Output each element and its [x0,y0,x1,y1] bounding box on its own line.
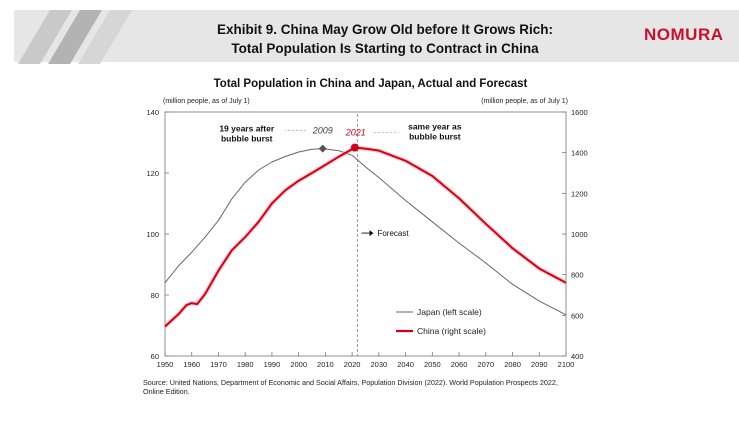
x-tick-label: 2000 [290,360,307,369]
left-tick-label: 80 [151,291,159,300]
china-annotation-line-1: same year as [408,122,462,132]
stripe-2 [48,10,102,64]
header-band [14,10,739,62]
left-tick-label: 60 [151,352,159,361]
right-tick-label: 1600 [571,108,588,117]
right-tick-label: 800 [571,271,584,280]
x-tick-label: 2060 [451,360,468,369]
x-tick-label: 2100 [558,360,575,369]
china-peak-marker [350,143,359,152]
exhibit-title-line-2: Total Population Is Starting to Contract… [231,41,539,56]
right-tick-label: 400 [571,352,584,361]
china-peak-year: 2021 [345,128,366,138]
x-tick-label: 2070 [477,360,494,369]
left-axis-unit: (million people, as of July 1) [163,98,250,105]
x-tick-label: 1970 [210,360,227,369]
brand-logo: NOMURA [644,25,724,44]
x-tick-label: 1980 [237,360,254,369]
left-tick-label: 100 [146,230,159,239]
japan-peak-year: 2009 [312,126,333,136]
china-line-glow [163,145,568,329]
chart-title: Total Population in China and Japan, Act… [214,78,528,90]
x-tick-label: 2010 [317,360,334,369]
stripe-logo-graphic [18,10,132,64]
stripe-1 [18,10,72,64]
japan-annotation-line-1: 19 years after [219,124,275,134]
source-line-2: Online Edition. [143,387,190,396]
header-banner: Exhibit 9. China May Grow Old before It … [0,0,739,67]
forecast-label: Forecast [377,229,409,238]
stripe-3 [78,10,132,64]
x-tick-label: 2090 [531,360,548,369]
china-line [164,146,567,328]
source-note: Source: United Nations, Department of Ec… [143,378,603,396]
legend-japan-label: Japan (left scale) [417,307,482,317]
x-tick-label: 2040 [397,360,414,369]
x-tick-label: 2050 [424,360,441,369]
exhibit-title-line-1: Exhibit 9. China May Grow Old before It … [216,22,554,37]
right-axis-unit: (million people, as of July 1) [481,98,568,105]
japan-annotation-line-2: bubble burst [221,134,273,144]
source-line-1: Source: United Nations, Department of Ec… [143,378,558,387]
japan-line [164,148,567,316]
japan-peak-marker [318,144,327,153]
x-tick-label: 1960 [183,360,200,369]
left-tick-label: 140 [146,108,159,117]
x-tick-label: 2020 [344,360,361,369]
left-tick-label: 120 [146,169,159,178]
right-tick-label: 600 [571,311,584,320]
x-tick-label: 1990 [264,360,281,369]
exhibit-title: Exhibit 9. China May Grow Old before It … [150,20,620,58]
x-tick-label: 2030 [371,360,388,369]
china-annotation-line-2: bubble burst [409,132,461,142]
forecast-arrow-head [369,230,374,237]
x-tick-label: 2080 [504,360,521,369]
right-tick-label: 1200 [571,189,588,198]
right-tick-label: 1400 [571,149,588,158]
x-tick-label: 1950 [157,360,174,369]
legend-china-label: China (right scale) [417,326,486,336]
right-tick-label: 1000 [571,230,588,239]
